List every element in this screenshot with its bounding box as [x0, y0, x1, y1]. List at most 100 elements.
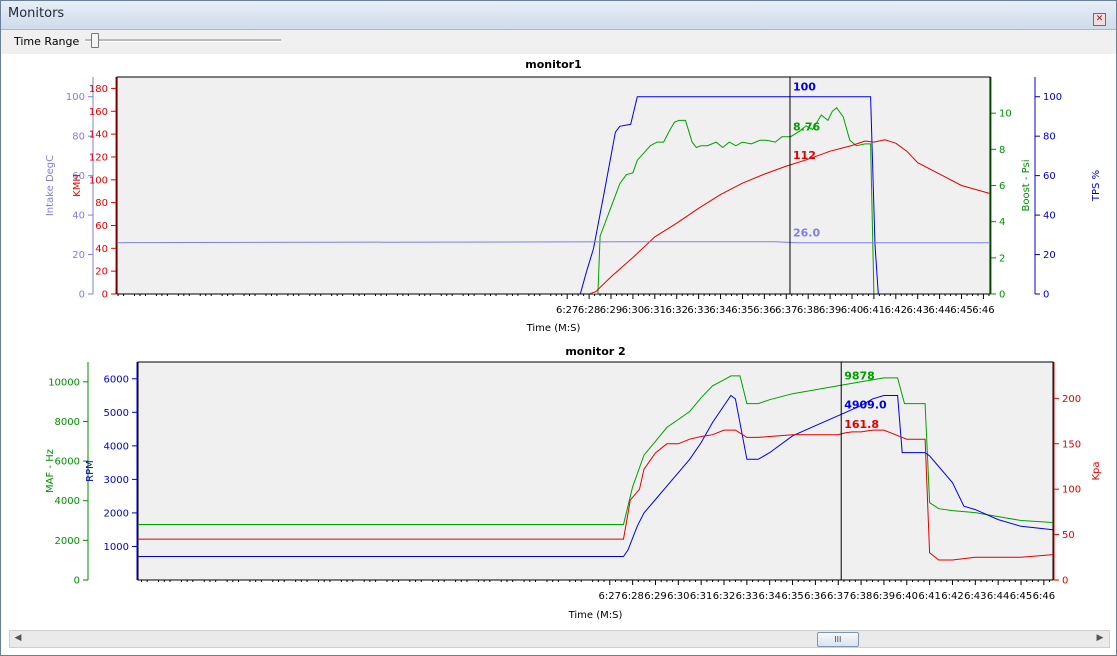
x-tick-label: 6:41: [918, 591, 940, 602]
y-tick-label: 0: [999, 290, 1005, 301]
close-icon[interactable]: ✕: [1093, 13, 1106, 26]
series-line-2: [138, 394, 1053, 557]
x-tick-label: 6:39: [873, 591, 895, 602]
y-tick-label: 0: [74, 576, 80, 587]
x-tick-label: 6:34: [709, 305, 731, 316]
series-line-4: [117, 241, 990, 244]
y-tick-label: 40: [72, 211, 85, 222]
y-tick-label: 50: [1062, 530, 1075, 541]
y-tick-label: 8000: [55, 417, 80, 428]
y-axis-label: Kpa: [1091, 461, 1102, 480]
x-axis-label: Time (M:S): [526, 323, 581, 334]
y-tick-label: 100: [1062, 485, 1081, 496]
y-tick-label: 20: [95, 267, 108, 278]
x-tick-label: 6:44: [928, 305, 950, 316]
series-line-2: [589, 106, 875, 294]
x-tick-label: 6:33: [687, 305, 709, 316]
y-tick-label: 2000: [55, 536, 80, 547]
y-tick-label: 200: [1062, 394, 1081, 405]
series-line-3: [588, 139, 990, 294]
series-line-3: [138, 429, 1053, 561]
y-tick-label: 120: [89, 152, 108, 163]
y-tick-label: 100: [66, 92, 85, 103]
y-tick-label: 10: [999, 109, 1012, 120]
chart-title: monitor1: [525, 58, 582, 71]
y-tick-label: 6000: [55, 457, 80, 468]
chart-1: monitor1 6:27 6:28 6:29 6:30 6:31 6:32 6:33 6:34…: [45, 58, 1102, 334]
y-tick-label: 40: [1043, 211, 1056, 222]
y-tick-label: 100: [1043, 92, 1062, 103]
y-tick-label: 1000: [104, 542, 129, 553]
y-tick-label: 140: [89, 130, 108, 141]
x-tick-label: 6:28: [621, 591, 643, 602]
y-axis-label: Boost - Psi: [1021, 159, 1032, 211]
x-tick-label: 6:29: [600, 305, 622, 316]
x-tick-label: 6:38: [797, 305, 819, 316]
y-tick-label: 4000: [104, 441, 129, 452]
series-line-1: [579, 96, 879, 294]
y-tick-label: 2: [999, 253, 1005, 264]
y-tick-label: 0: [1043, 290, 1049, 301]
time-range-label: Time Range: [14, 35, 80, 48]
charts-area: monitor1 6:27 6:28 6:29 6:30 6:31 6:32 6:33 6:34…: [1, 54, 1116, 629]
horizontal-scrollbar[interactable]: ◀ III ▶: [9, 630, 1110, 648]
x-tick-label: 6:35: [731, 305, 753, 316]
x-tick-label: 6:34: [758, 591, 780, 602]
x-tick-label: 6:37: [775, 305, 797, 316]
x-tick-label: 6:40: [841, 305, 863, 316]
x-tick-label: 6:37: [827, 591, 849, 602]
x-tick-label: 6:46: [972, 305, 994, 316]
x-tick-label: 6:40: [896, 591, 918, 602]
scrollbar-thumb[interactable]: III: [816, 632, 859, 647]
y-tick-label: 20: [72, 250, 85, 261]
x-tick-label: 6:27: [556, 305, 578, 316]
x-tick-label: 6:32: [713, 591, 735, 602]
y-axis-label: TPS %: [1091, 170, 1102, 202]
x-tick-label: 6:36: [804, 591, 826, 602]
x-tick-label: 6:39: [819, 305, 841, 316]
x-tick-label: 6:42: [941, 591, 963, 602]
y-tick-label: 4000: [55, 496, 80, 507]
y-tick-label: 60: [72, 171, 85, 182]
cursor-value-label: 4909.0: [844, 398, 887, 411]
chart-2: monitor 26:27 6:28 6:29 6:30 6:31 6:32 6:33 6:3…: [45, 345, 1102, 621]
x-tick-label: 6:45: [1010, 591, 1032, 602]
x-tick-label: 6:27: [599, 591, 621, 602]
time-range-slider[interactable]: [85, 39, 281, 42]
x-tick-label: 6:41: [863, 305, 885, 316]
time-range-slider-thumb[interactable]: [90, 33, 99, 48]
y-tick-label: 3000: [104, 475, 129, 486]
y-tick-label: 80: [1043, 132, 1056, 143]
x-tick-label: 6:33: [736, 591, 758, 602]
window-title: Monitors: [8, 6, 65, 21]
y-tick-label: 0: [1062, 576, 1068, 587]
y-tick-label: 80: [95, 198, 108, 209]
y-tick-label: 180: [89, 84, 108, 95]
x-tick-label: 6:43: [906, 305, 928, 316]
y-tick-label: 160: [89, 107, 108, 118]
y-tick-label: 40: [95, 244, 108, 255]
x-tick-label: 6:35: [781, 591, 803, 602]
x-axis-label: Time (M:S): [568, 610, 623, 621]
x-tick-label: 6:44: [987, 591, 1009, 602]
plot-area: [137, 361, 1054, 581]
y-tick-label: 10000: [48, 377, 80, 388]
x-tick-label: 6:42: [885, 305, 907, 316]
y-axis-label: KMH: [72, 174, 83, 197]
cursor-value-label: 9878: [844, 369, 875, 382]
x-tick-label: 6:31: [690, 591, 712, 602]
scroll-right-icon[interactable]: ▶: [1096, 633, 1104, 643]
y-tick-label: 0: [102, 290, 108, 301]
y-tick-label: 60: [1043, 171, 1056, 182]
title-bar: Monitors ✕: [1, 1, 1116, 30]
scroll-left-icon[interactable]: ◀: [14, 633, 22, 643]
cursor-value-label: 8.76: [793, 121, 820, 134]
cursor-value-label: 100: [793, 81, 816, 94]
x-tick-label: 6:31: [644, 305, 666, 316]
cursor-value-label: 112: [793, 149, 816, 162]
y-axis-label: Intake DegC: [45, 155, 56, 216]
x-tick-label: 6:30: [622, 305, 644, 316]
y-axis-label: RPM: [85, 460, 96, 482]
y-tick-label: 8: [999, 145, 1005, 156]
